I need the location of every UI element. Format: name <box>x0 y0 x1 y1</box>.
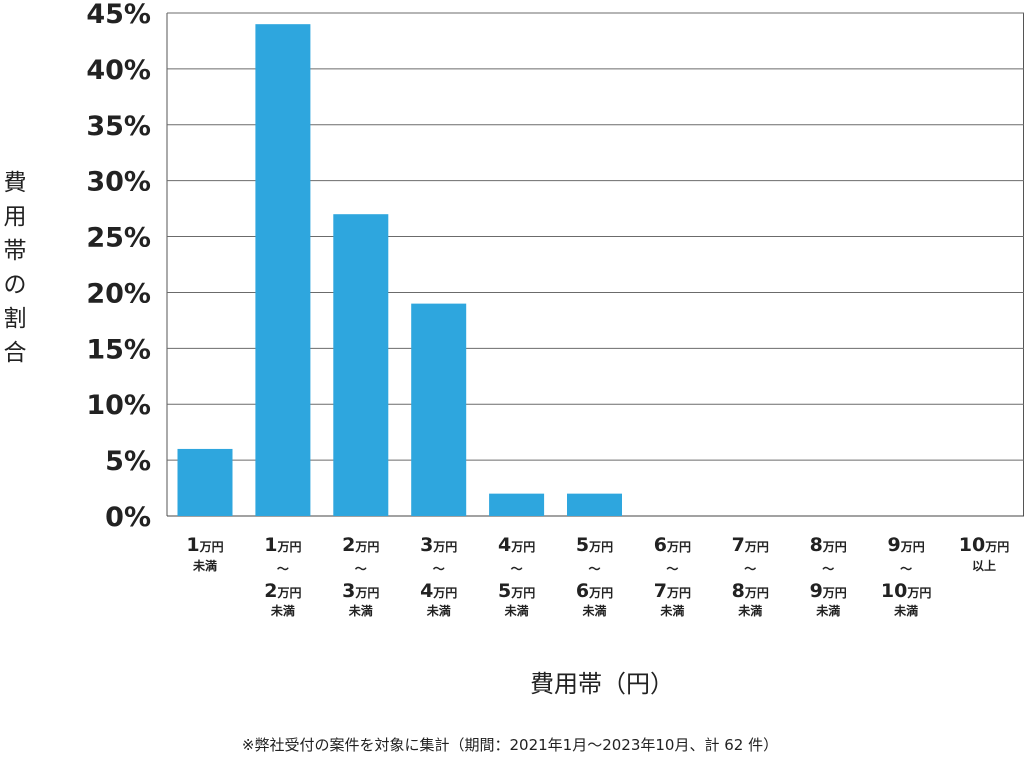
y-tick-label: 10% <box>86 390 151 421</box>
y-tick-label: 45% <box>86 0 151 30</box>
x-cat-tilde: 〜 <box>511 562 523 576</box>
y-tick-label: 20% <box>86 278 151 309</box>
x-cat-low: 10万円 <box>959 534 1009 556</box>
x-cat-high: 6万円 <box>576 580 613 602</box>
x-axis-categories: 1万円未満1万円〜2万円未満2万円〜3万円未満3万円〜4万円未満4万円〜5万円未… <box>186 534 1009 618</box>
x-cat-note: 未満 <box>504 603 529 618</box>
x-cat-note: 以上 <box>972 558 996 573</box>
x-cat-low: 7万円 <box>732 534 769 556</box>
x-cat-high: 4万円 <box>420 580 457 602</box>
x-cat-low: 8万円 <box>810 534 847 556</box>
x-cat-tilde: 〜 <box>355 562 367 576</box>
x-cat-tilde: 〜 <box>744 562 756 576</box>
bars <box>177 24 622 517</box>
x-cat-tilde: 〜 <box>277 562 289 576</box>
bar <box>255 24 311 517</box>
y-tick-label: 0% <box>105 502 151 533</box>
bar <box>489 493 545 516</box>
x-cat-high: 7万円 <box>654 580 691 602</box>
x-cat-tilde: 〜 <box>900 562 912 576</box>
x-cat-low: 5万円 <box>576 534 613 556</box>
x-cat-high: 5万円 <box>498 580 535 602</box>
y-tick-label: 30% <box>86 167 151 198</box>
y-axis-ticks: 0% 5% 10% 15% 20% 25% 30% 35% 40% 45% <box>86 0 151 533</box>
x-cat-tilde: 〜 <box>433 562 445 576</box>
x-cat-low: 2万円 <box>342 534 379 556</box>
bar <box>411 303 467 516</box>
bar <box>177 448 233 516</box>
x-cat-tilde: 〜 <box>666 562 678 576</box>
x-cat-high: 9万円 <box>810 580 847 602</box>
y-tick-label: 40% <box>86 55 151 86</box>
x-cat-high: 2万円 <box>264 580 301 602</box>
x-cat-note: 未満 <box>581 603 606 618</box>
x-cat-high: 3万円 <box>342 580 379 602</box>
x-cat-high: 8万円 <box>732 580 769 602</box>
x-cat-low: 9万円 <box>887 534 924 556</box>
footnote: ※弊社受付の案件を対象に集計（期間：2021年1月〜2023年10月、計 62 … <box>241 736 779 754</box>
bar <box>567 493 622 516</box>
y-axis-label: 費用帯の割合 <box>3 170 27 366</box>
x-cat-tilde: 〜 <box>588 562 600 576</box>
x-cat-low: 1万円 <box>186 534 223 556</box>
x-cat-note: 未満 <box>659 603 684 618</box>
x-cat-note: 未満 <box>815 603 840 618</box>
x-cat-note: 未満 <box>348 603 373 618</box>
y-tick-label: 5% <box>105 446 151 477</box>
y-tick-label: 35% <box>86 111 151 142</box>
x-cat-low: 4万円 <box>498 534 535 556</box>
x-cat-note: 未満 <box>737 603 762 618</box>
x-cat-high: 10万円 <box>881 580 931 602</box>
y-tick-label: 15% <box>86 334 151 365</box>
y-tick-label: 25% <box>86 223 151 254</box>
x-cat-low: 3万円 <box>420 534 457 556</box>
x-cat-low: 6万円 <box>654 534 691 556</box>
x-cat-note: 未満 <box>270 603 295 618</box>
x-cat-tilde: 〜 <box>822 562 834 576</box>
x-cat-note: 未満 <box>192 558 217 573</box>
x-cat-low: 1万円 <box>264 534 301 556</box>
x-cat-note: 未満 <box>893 603 918 618</box>
x-axis-label: 費用帯（円） <box>530 670 674 698</box>
x-cat-note: 未満 <box>426 603 451 618</box>
bar <box>333 214 389 516</box>
